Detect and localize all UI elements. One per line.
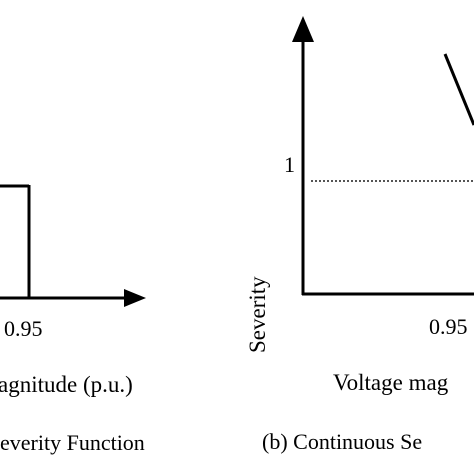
panel-b-ylabel: Severity xyxy=(245,276,270,353)
panel-a-xlabel: agnitude (p.u.) xyxy=(0,372,133,397)
panel-a: 0.95 agnitude (p.u.) everity Function xyxy=(0,184,146,455)
panel-b-ytick-1: 1 xyxy=(284,152,295,177)
panel-b-severity-curve xyxy=(443,53,474,126)
panel-a-tick-095: 0.95 xyxy=(4,316,43,341)
panel-b-tick-095: 0.95 xyxy=(429,314,468,339)
panel-b-xlabel: Voltage mag xyxy=(333,370,449,395)
panel-a-caption: everity Function xyxy=(0,430,145,455)
panel-b: 1 Severity 0.95 Voltage mag (b) Continuo… xyxy=(245,16,474,454)
panel-a-x-axis-arrow xyxy=(124,289,146,307)
panel-b-caption: (b) Continuous Se xyxy=(262,429,422,454)
panel-b-y-axis-arrow xyxy=(292,16,314,42)
